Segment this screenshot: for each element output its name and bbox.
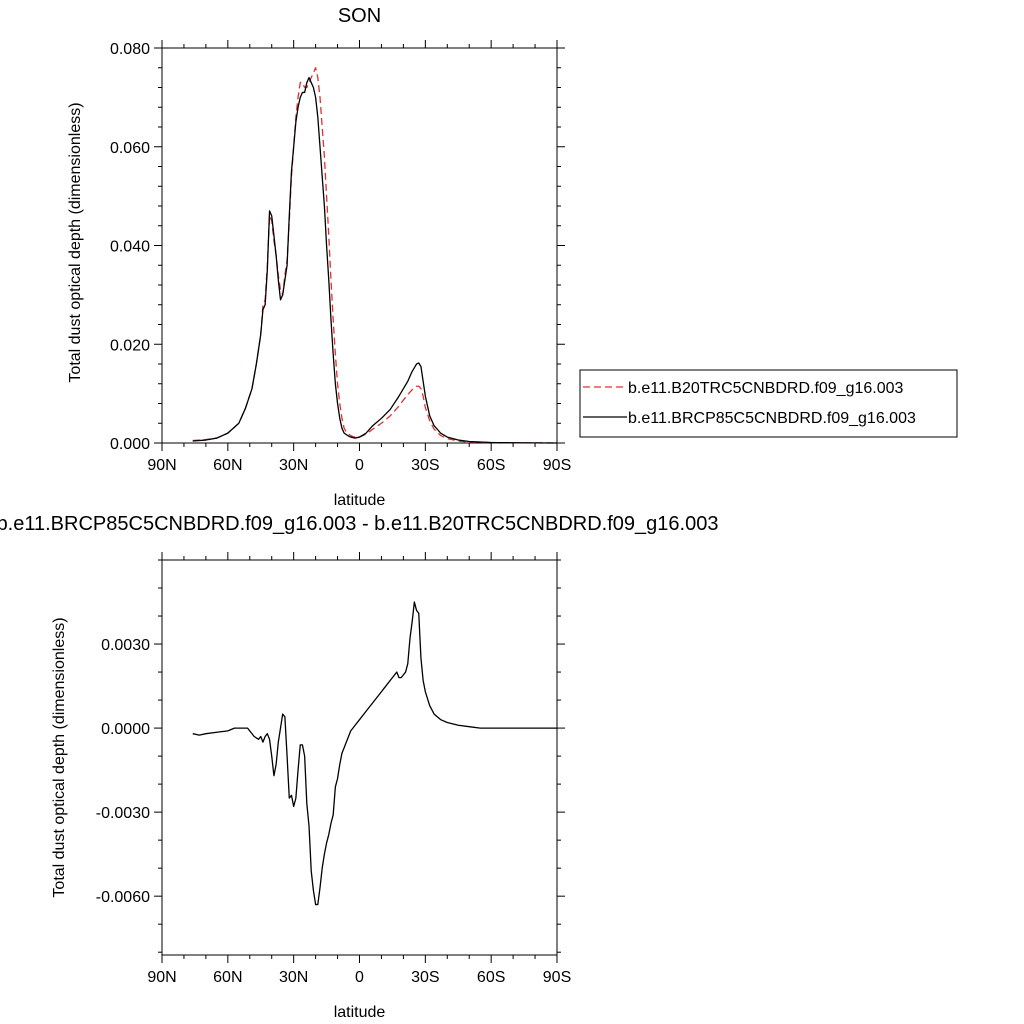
x-tick-label: 60S — [477, 969, 505, 986]
bottom-y-axis: -0.0060 -0.0030 0.0000 0.0030 — [96, 559, 565, 953]
bottom-x-axis: 90N 60N 30N 0 30S 60S 90S — [147, 552, 571, 986]
top-series-group — [192, 67, 558, 444]
y-tick-label: 0.040 — [110, 239, 150, 256]
y-tick-label: 0.060 — [110, 140, 150, 157]
x-tick-label: 30S — [411, 969, 439, 986]
y-tick-label: -0.0030 — [96, 805, 150, 822]
top-x-axis-label: latitude — [334, 492, 386, 509]
y-tick-label: -0.0060 — [96, 889, 150, 906]
x-tick-label: 0 — [355, 457, 364, 474]
legend-label-rcp85: b.e11.BRCP85C5CNBDRD.f09_g16.003 — [628, 410, 916, 427]
bottom-plot-title: b.e11.BRCP85C5CNBDRD.f09_g16.003 - b.e11… — [0, 513, 718, 535]
x-tick-label: 90S — [543, 457, 571, 474]
bottom-plot: b.e11.BRCP85C5CNBDRD.f09_g16.003 - b.e11… — [0, 513, 718, 1021]
legend-label-historical: b.e11.B20TRC5CNBDRD.f09_g16.003 — [628, 380, 904, 397]
x-tick-label: 60S — [477, 457, 505, 474]
x-tick-label: 60N — [213, 457, 242, 474]
top-plot-title: SON — [338, 5, 381, 27]
x-tick-label: 30S — [411, 457, 439, 474]
x-tick-label: 90N — [147, 457, 176, 474]
series-line-bottom-0 — [192, 601, 557, 906]
top-x-axis: 90N 60N 30N 0 30S 60S 90S — [147, 40, 571, 474]
x-tick-label: 90S — [543, 969, 571, 986]
y-tick-label: 0.0000 — [101, 721, 150, 738]
y-tick-label: 0.000 — [110, 436, 150, 453]
series-line-top-0 — [192, 67, 558, 444]
top-plot: SON 90N 60N 30N 0 30S 60S 90S 0.0000.0200.0400… — [67, 5, 571, 509]
bottom-x-axis-label: latitude — [334, 1004, 386, 1021]
x-tick-label: 30N — [279, 457, 308, 474]
x-tick-label: 90N — [147, 969, 176, 986]
x-tick-label: 0 — [355, 969, 364, 986]
top-y-axis-label: Total dust optical depth (dimensionless) — [67, 102, 84, 382]
legend-box — [579, 369, 958, 438]
bottom-y-axis-label: Total dust optical depth (dimensionless) — [51, 617, 68, 897]
series-line-top-1 — [192, 76, 558, 444]
top-plot-frame — [161, 47, 558, 444]
legend: b.e11.B20TRC5CNBDRD.f09_g16.003 b.e11.BR… — [579, 369, 958, 438]
x-tick-label: 30N — [279, 969, 308, 986]
y-tick-label: 0.080 — [110, 41, 150, 58]
x-tick-label: 60N — [213, 969, 242, 986]
y-tick-label: 0.020 — [110, 337, 150, 354]
bottom-plot-frame — [161, 559, 558, 956]
top-y-axis: 0.000 0.020 0.040 0.060 0.080 — [110, 41, 565, 453]
bottom-series-group — [192, 601, 557, 906]
y-tick-label: 0.0030 — [101, 637, 150, 654]
